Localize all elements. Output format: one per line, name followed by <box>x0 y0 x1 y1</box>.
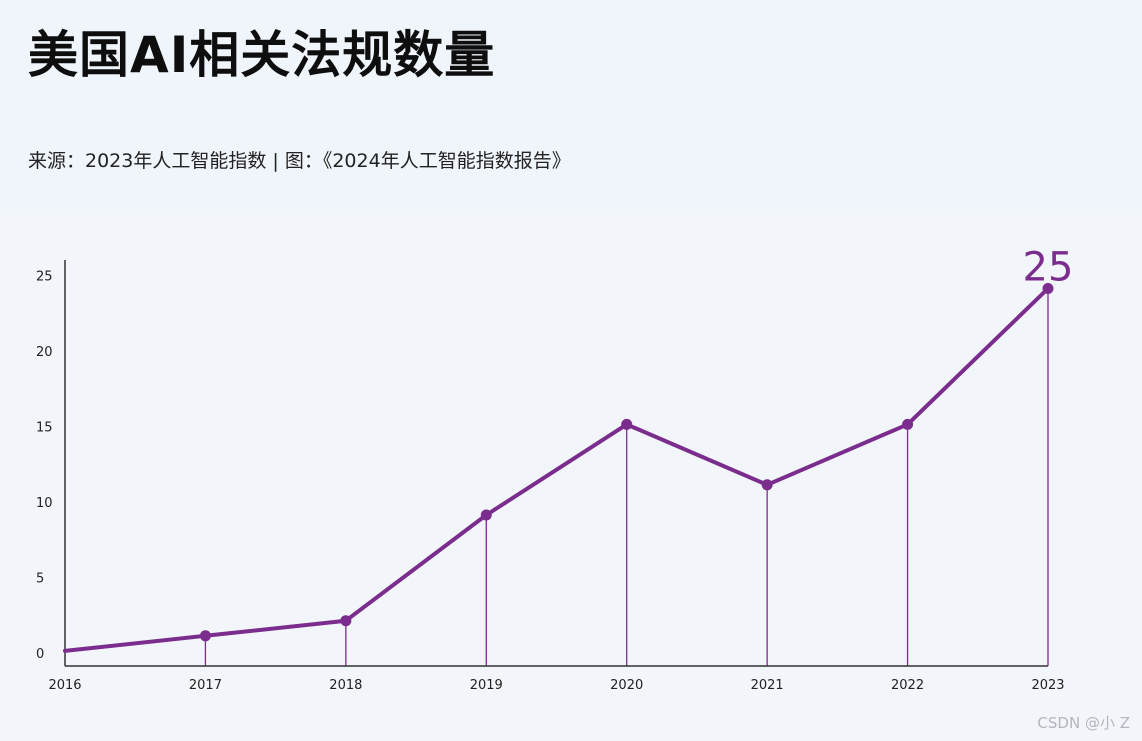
drop-lines <box>204 288 1049 666</box>
x-tick-label: 2019 <box>470 678 503 693</box>
y-tick-label: 5 <box>36 572 44 587</box>
x-tick-label: 2017 <box>189 678 222 693</box>
y-axis-ticks: 0 5 10 15 20 25 <box>36 270 53 663</box>
data-point <box>621 418 633 430</box>
page-title: 美国AI相关法规数量 <box>28 26 496 84</box>
y-tick-label: 20 <box>36 345 53 360</box>
chart-area-background <box>0 210 1142 741</box>
header-area <box>0 0 1142 210</box>
x-tick-label: 2016 <box>48 678 81 693</box>
x-tick-label: 2018 <box>329 678 362 693</box>
x-axis-ticks: 2016 2017 2018 2019 2020 2021 2022 2023 <box>48 678 1064 693</box>
data-point <box>199 630 211 642</box>
peak-value-label: 25 <box>1023 245 1074 291</box>
x-tick-label: 2023 <box>1031 678 1064 693</box>
data-point <box>902 418 914 430</box>
watermark: CSDN @小 Z <box>1037 714 1130 732</box>
data-point <box>761 479 773 491</box>
series-line <box>63 286 1050 653</box>
y-tick-label: 15 <box>36 421 53 436</box>
y-tick-label: 0 <box>36 647 44 662</box>
x-tick-label: 2021 <box>751 678 784 693</box>
x-tick-label: 2022 <box>891 678 924 693</box>
data-point <box>480 509 492 521</box>
x-tick-label: 2020 <box>610 678 643 693</box>
data-points <box>199 283 1054 642</box>
data-point <box>340 615 352 627</box>
source-caption: 来源：2023年人工智能指数 | 图：《2024年人工智能指数报告》 <box>28 150 571 172</box>
y-tick-label: 25 <box>36 270 53 285</box>
data-point <box>1042 283 1054 294</box>
y-tick-label: 10 <box>36 496 53 511</box>
